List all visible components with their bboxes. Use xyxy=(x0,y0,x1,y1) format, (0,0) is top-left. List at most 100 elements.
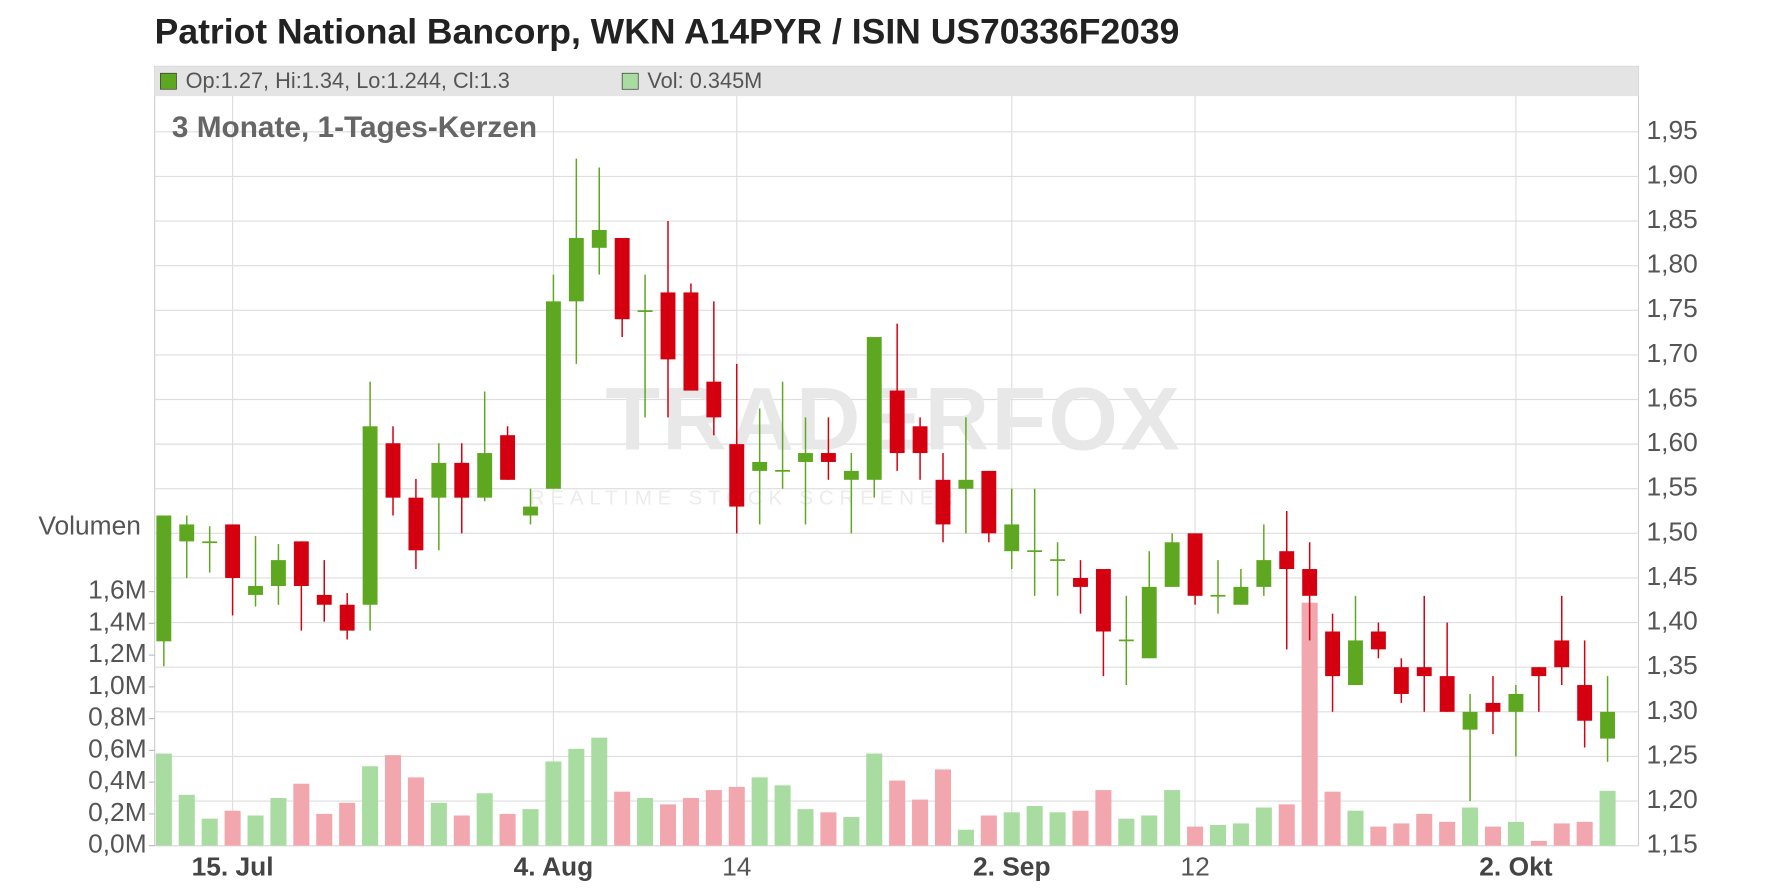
y2-tick-label: 0,6M xyxy=(88,733,147,763)
candle-body xyxy=(660,292,676,360)
volume-bar xyxy=(1416,813,1433,846)
volume-bar xyxy=(1576,821,1593,846)
volume-bar xyxy=(1347,810,1364,846)
y-tick-label: 1,75 xyxy=(1647,293,1698,323)
volume-bar xyxy=(1141,815,1158,846)
volume-bar xyxy=(384,755,402,846)
volume-bar xyxy=(774,785,791,846)
volume-bar xyxy=(430,802,447,846)
volume-bar xyxy=(1209,825,1227,846)
candle-body xyxy=(1508,693,1524,712)
volume-bar xyxy=(957,829,974,846)
y-tick-label: 1,20 xyxy=(1647,784,1698,814)
y-tick-label: 1,40 xyxy=(1647,606,1698,636)
y-tick-label: 1,25 xyxy=(1647,739,1698,769)
y2-tick-label: 1,4M xyxy=(88,606,147,636)
candle-body xyxy=(225,524,241,578)
chart-subtitle: 3 Monate, 1-Tages-Kerzen xyxy=(172,111,537,144)
y2-tick-label: 0,2M xyxy=(88,797,147,827)
y-tick-label: 1,80 xyxy=(1647,249,1698,279)
candle-body xyxy=(1256,560,1272,587)
y-tick-label: 1,60 xyxy=(1647,427,1698,457)
volume-bar xyxy=(1118,818,1135,846)
y-tick-label: 1,85 xyxy=(1647,204,1698,234)
volume-bar xyxy=(1072,810,1089,846)
volume-bar xyxy=(476,793,493,846)
volume-bar xyxy=(866,753,883,846)
candle-body xyxy=(1577,685,1593,721)
candle-body xyxy=(202,541,218,544)
volume-bar xyxy=(407,777,424,846)
candle-body xyxy=(706,381,722,418)
volume-bar xyxy=(224,810,241,846)
candle-body xyxy=(1187,533,1203,596)
legend-strip xyxy=(154,66,1639,97)
volume-bar xyxy=(339,802,356,846)
volume-bar xyxy=(545,761,562,846)
volume-bar xyxy=(1255,807,1272,846)
candle-body xyxy=(683,292,699,391)
candle-body xyxy=(1141,586,1157,659)
candle-body xyxy=(1462,711,1478,730)
candle-body xyxy=(385,443,401,498)
candle-body xyxy=(523,506,538,516)
volume-bar xyxy=(1599,790,1616,846)
candle-body xyxy=(270,560,286,586)
volume-bar xyxy=(568,748,585,846)
volume-bar xyxy=(705,790,722,846)
volume-bar xyxy=(1324,791,1341,846)
volume-bar xyxy=(362,766,379,846)
y-tick-label: 1,90 xyxy=(1647,159,1698,189)
candle-body xyxy=(362,426,378,605)
candle-body xyxy=(1279,551,1295,570)
y-tick-label: 1,35 xyxy=(1647,650,1698,680)
volume-bar xyxy=(1530,840,1547,846)
candle-body xyxy=(889,390,905,454)
candle-body xyxy=(843,470,859,480)
volume-bar xyxy=(912,799,929,846)
volume-bar xyxy=(453,815,470,846)
x-tick-label: 15. Jul xyxy=(192,852,274,882)
volume-bar xyxy=(316,813,333,846)
y2-tick-label: 1,6M xyxy=(88,575,147,605)
legend-text: Op:1.27, Hi:1.34, Lo:1.244, Cl:1.3 xyxy=(186,68,510,93)
candle-body xyxy=(912,426,928,454)
candle-body xyxy=(1004,524,1020,552)
y-tick-label: 1,50 xyxy=(1647,516,1698,546)
volume-bar xyxy=(155,753,172,846)
candle-body xyxy=(637,310,653,312)
candle-body xyxy=(729,444,745,507)
candle-body xyxy=(1600,711,1616,739)
candle-body xyxy=(1302,569,1318,596)
legend-swatch xyxy=(621,72,639,90)
volume-bar xyxy=(1049,812,1066,846)
x-tick-label: 12 xyxy=(1180,852,1209,882)
volume-bar xyxy=(1393,823,1410,846)
chart-title: Patriot National Bancorp, WKN A14PYR / I… xyxy=(155,12,1180,52)
candle-body xyxy=(339,604,355,631)
candle-body xyxy=(866,337,882,480)
volume-bar xyxy=(659,804,677,846)
y-tick-label: 1,70 xyxy=(1647,338,1698,368)
candle-body xyxy=(1348,640,1363,686)
candle-body xyxy=(1050,559,1066,561)
candle-body xyxy=(454,462,470,498)
candle-body xyxy=(293,541,309,586)
candle-body xyxy=(408,497,424,551)
candle-body xyxy=(477,453,493,498)
candle-body xyxy=(545,301,561,489)
x-tick-label: 2. Sep xyxy=(973,852,1051,882)
y2-tick-label: 0,0M xyxy=(88,829,147,859)
volume-bar xyxy=(1095,790,1112,846)
volume-bar xyxy=(1484,826,1502,846)
volume-bar xyxy=(751,777,768,846)
y2-tick-label: 0,8M xyxy=(88,702,147,732)
candle-body xyxy=(1210,594,1226,597)
volume-bar xyxy=(682,798,699,846)
candle-body xyxy=(1095,569,1111,632)
volume-bar xyxy=(270,798,287,846)
volume-bar xyxy=(1232,823,1249,846)
x-tick-label: 14 xyxy=(722,852,751,882)
watermark-subtitle: REALTIME STOCK SCREENER xyxy=(530,486,960,509)
volume-bar xyxy=(201,818,218,846)
